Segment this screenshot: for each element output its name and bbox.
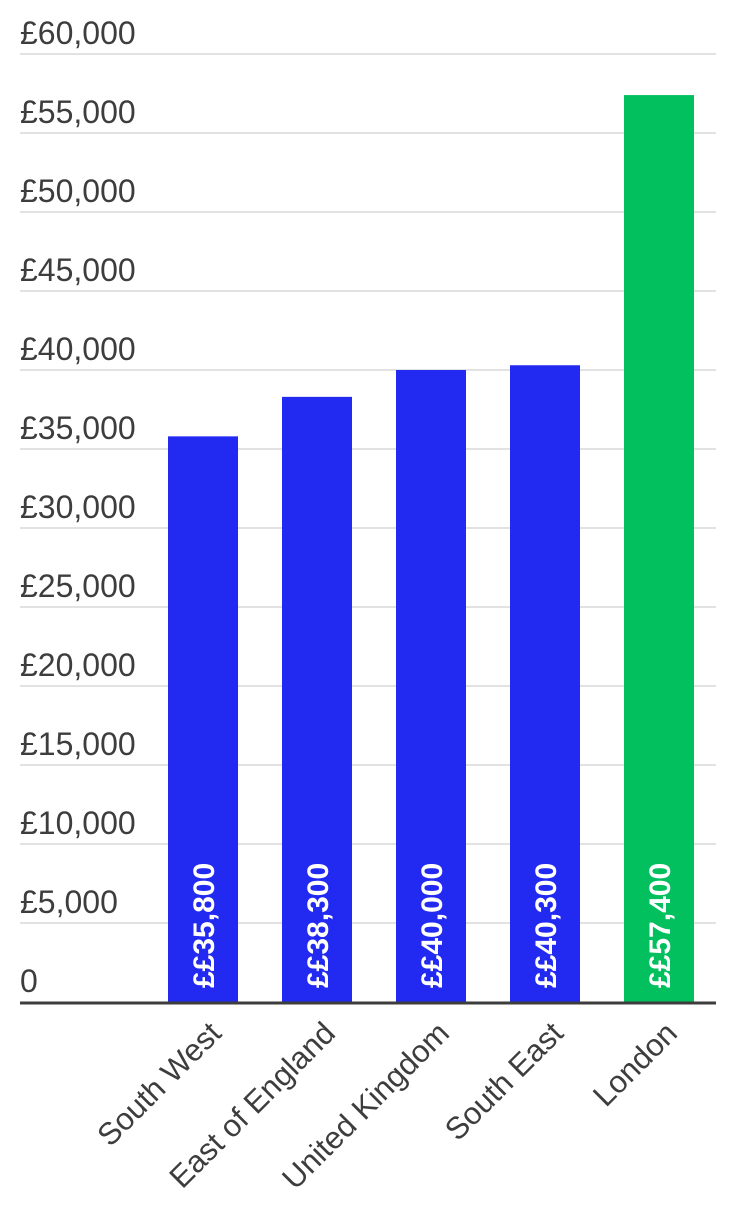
data-label: ££38,300: [302, 863, 335, 988]
y-tick-label: £20,000: [20, 647, 136, 683]
data-label: ££35,800: [188, 863, 221, 988]
y-tick-label: £30,000: [20, 489, 136, 525]
gridlines: [20, 53, 716, 924]
y-tick-label: £50,000: [20, 173, 136, 209]
y-tick-label: £45,000: [20, 252, 136, 288]
bar: [396, 370, 466, 1002]
data-label: ££40,000: [416, 863, 449, 988]
y-tick-label: £5,000: [20, 884, 118, 920]
data-label: ££40,300: [530, 863, 563, 988]
bar: [168, 436, 238, 1002]
y-tick-label: 0: [20, 963, 38, 999]
y-tick-label: £55,000: [20, 94, 136, 130]
bar: [624, 95, 694, 1002]
x-category-label: London: [586, 1015, 684, 1113]
bar: [510, 365, 580, 1002]
y-tick-label: £40,000: [20, 331, 136, 367]
y-tick-label: £10,000: [20, 805, 136, 841]
y-tick-label: £15,000: [20, 726, 136, 762]
y-tick-label: £35,000: [20, 410, 136, 446]
bar: [282, 396, 352, 1002]
x-category-label: South East: [438, 1015, 570, 1147]
data-labels: ££35,800 ££38,300 ££40,000 ££40,300 ££57,400: [188, 863, 677, 988]
y-tick-label: £60,000: [20, 15, 136, 51]
data-label: ££57,400: [644, 863, 677, 988]
bars: [168, 95, 694, 1002]
y-tick-label: £25,000: [20, 568, 136, 604]
y-axis-tick-labels: 0 £5,000 £10,000 £15,000 £20,000 £25,000 £30,0…: [20, 15, 136, 999]
